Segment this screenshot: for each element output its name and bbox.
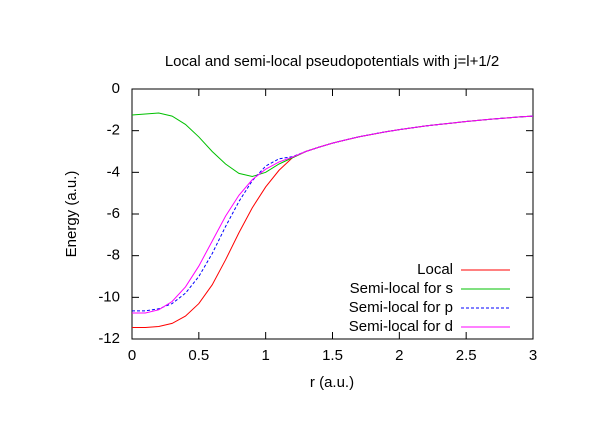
x-tick-label: 1.5: [322, 347, 343, 364]
plot-frame: [131, 88, 534, 340]
series-line: [132, 115, 534, 312]
x-tick-label: 0: [128, 347, 136, 364]
series-line: [132, 115, 534, 329]
legend-label: Semi-local for p: [349, 299, 453, 316]
y-tick-label: -2: [107, 122, 120, 139]
y-tick-label: 0: [112, 80, 120, 97]
y-tick-label: -6: [107, 205, 120, 222]
y-tick-label: -10: [98, 288, 120, 305]
legend-label: Semi-local for d: [349, 318, 453, 335]
chart-title: Local and semi-local pseudopotentials wi…: [165, 53, 499, 70]
y-axis-label: Energy (a.u.): [63, 171, 80, 258]
y-tick-label: -8: [107, 247, 120, 264]
y-tick-label: -4: [107, 163, 120, 180]
series-line: [131, 112, 534, 178]
legend-label: Local: [417, 261, 453, 278]
x-tick-label: 2: [395, 347, 403, 364]
x-tick-label: 0.5: [188, 347, 209, 364]
x-tick-label: 1: [261, 347, 269, 364]
legend-label: Semi-local for s: [350, 280, 453, 297]
x-tick-label: 2.5: [456, 347, 477, 364]
x-tick-label: 3: [529, 347, 537, 364]
series-line: [132, 115, 534, 314]
x-axis-label: r (a.u.): [310, 374, 354, 391]
y-tick-label: -12: [98, 330, 120, 347]
